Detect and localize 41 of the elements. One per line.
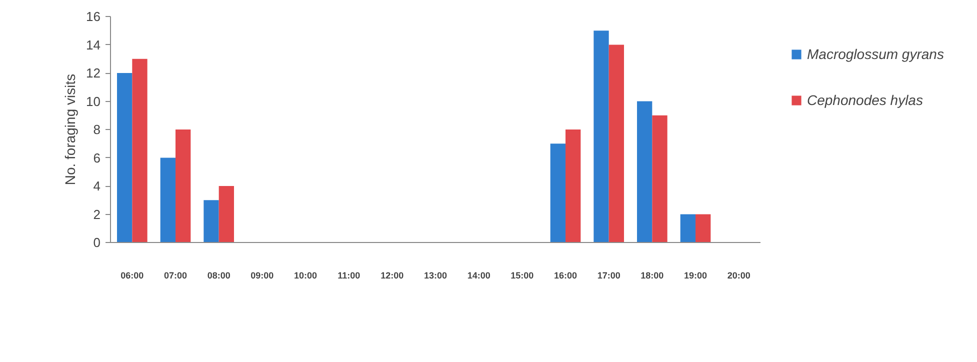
y-tick-label: 0	[93, 235, 101, 250]
bar	[566, 130, 581, 242]
x-tick-label: 09:00	[250, 270, 274, 280]
bar	[132, 58, 148, 242]
bar	[652, 115, 668, 242]
x-tick-label: 16:00	[554, 270, 578, 280]
legend-label: Cephonodes hylas	[807, 92, 923, 108]
y-tick-label: 8	[93, 122, 101, 137]
y-tick-label: 2	[93, 206, 101, 222]
bar	[680, 214, 696, 242]
x-tick-label: 14:00	[467, 270, 490, 280]
bar	[204, 200, 219, 242]
x-tick-label: 12:00	[380, 270, 404, 280]
y-tick-label: 14	[86, 37, 101, 52]
y-axis-title: No. foraging visits	[62, 74, 78, 186]
y-tick-label: 6	[93, 150, 101, 166]
x-tick-label: 07:00	[164, 270, 188, 280]
bar	[218, 186, 234, 242]
y-tick-label: 12	[86, 66, 101, 80]
legend-label: Macroglossum gyrans	[807, 46, 944, 62]
y-tick-label: 10	[86, 94, 101, 109]
bar	[550, 144, 566, 242]
bar	[594, 30, 609, 242]
x-tick-label: 20:00	[727, 270, 750, 280]
x-tick-label: 06:00	[120, 270, 144, 280]
x-tick-label: 19:00	[684, 270, 708, 280]
bar	[117, 73, 132, 242]
bar	[176, 130, 191, 242]
x-tick-label: 17:00	[597, 270, 620, 280]
bar	[608, 44, 624, 242]
bar	[160, 158, 176, 242]
y-tick-label: 16	[86, 9, 101, 24]
y-tick-label: 4	[93, 178, 101, 194]
x-tick-label: 10:00	[294, 270, 318, 280]
x-tick-label: 13:00	[424, 270, 448, 280]
bar	[637, 101, 652, 242]
x-tick-label: 11:00	[338, 270, 360, 280]
x-tick-label: 18:00	[640, 270, 664, 280]
bar	[696, 214, 711, 242]
x-tick-label: 08:00	[207, 270, 230, 280]
x-tick-label: 15:00	[510, 270, 534, 280]
